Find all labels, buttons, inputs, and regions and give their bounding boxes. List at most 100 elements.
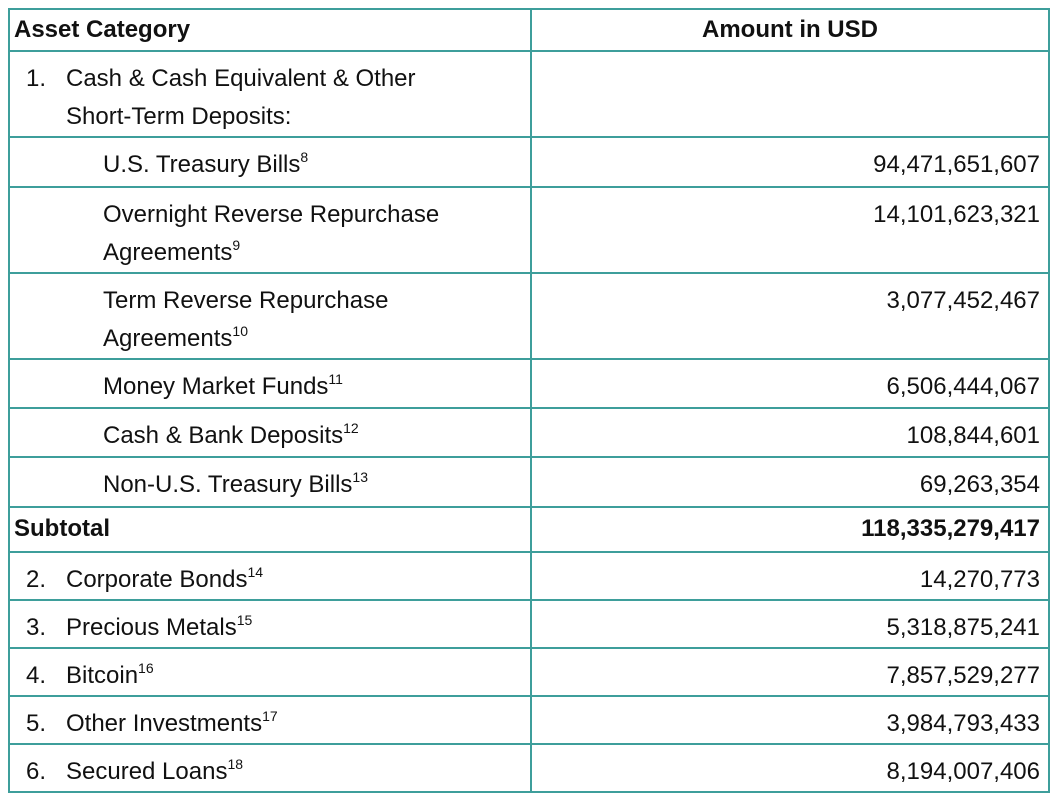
amount: 108,844,601: [906, 422, 1040, 449]
amount-cell: 69,263,354: [530, 456, 1050, 508]
amount: 7,857,529,277: [886, 662, 1040, 689]
footnote-ref: 8: [300, 149, 309, 165]
item-label: Secured Loans: [66, 758, 228, 785]
label-cell: Overnight Reverse Repurchase Agreements9: [8, 186, 532, 274]
table-row: U.S. Treasury Bills8 94,471,651,607: [8, 136, 1050, 188]
table-row: Overnight Reverse Repurchase Agreements9…: [8, 186, 1050, 274]
item-label-wrap: Non-U.S. Treasury Bills13: [103, 466, 368, 504]
item-label: Non-U.S. Treasury Bills: [103, 471, 353, 498]
item-label: Cash & Bank Deposits: [103, 422, 344, 449]
amount: 8,194,007,406: [886, 758, 1040, 785]
amount: 118,335,279,417: [861, 515, 1040, 542]
amount: 94,471,651,607: [873, 151, 1040, 178]
label-cell: Subtotal: [8, 506, 532, 553]
table-row: Term Reverse Repurchase Agreements10 3,07…: [8, 272, 1050, 360]
label-cell: Non-U.S. Treasury Bills13: [8, 456, 532, 508]
footnote-ref: 12: [343, 420, 359, 436]
amount-cell: 118,335,279,417: [530, 506, 1050, 553]
label-cell: 5. Other Investments17: [8, 695, 532, 745]
item-label: Corporate Bonds: [66, 566, 248, 593]
item-label: Bitcoin: [66, 662, 139, 689]
header-cell: Amount in USD: [530, 8, 1050, 52]
asset-table: Asset Category Amount in USD 1. Cash & Ca…: [8, 8, 1050, 793]
item-label: Subtotal: [14, 515, 110, 542]
footnote-ref: 13: [352, 469, 368, 485]
label-cell: 1. Cash & Cash Equivalent & Other Short-T…: [8, 50, 532, 138]
amount: 14,270,773: [919, 566, 1040, 593]
item-number: 6.: [26, 758, 47, 785]
amount-cell: 3,077,452,467: [530, 272, 1050, 360]
amount: 3,077,452,467: [886, 287, 1040, 314]
footnote-ref: 14: [247, 564, 264, 580]
footnote-ref: 11: [328, 371, 343, 387]
table-row: Cash & Bank Deposits12 108,844,601: [8, 407, 1050, 458]
label-cell: 2. Corporate Bonds14: [8, 551, 532, 601]
footnote-ref: 9: [232, 237, 241, 253]
item-label-wrap: Precious Metals15: [66, 609, 252, 647]
footnote-ref: 17: [262, 708, 278, 724]
item-label: Precious Metals: [66, 614, 237, 641]
label-cell: Term Reverse Repurchase Agreements10: [8, 272, 532, 360]
amount: 5,318,875,241: [886, 614, 1040, 641]
amount-cell: 108,844,601: [530, 407, 1050, 458]
table-row: 5. Other Investments17 3,984,793,433: [8, 695, 1050, 745]
item-label: Other Investments: [66, 710, 263, 737]
label-cell: Cash & Bank Deposits12: [8, 407, 532, 458]
amount-cell: 5,318,875,241: [530, 599, 1050, 649]
amount: 6,506,444,067: [886, 373, 1040, 400]
item-label-wrap: Overnight Reverse Repurchase Agreements9: [103, 196, 522, 272]
amount-cell: 3,984,793,433: [530, 695, 1050, 745]
table-row: 1. Cash & Cash Equivalent & Other Short-T…: [8, 50, 1050, 138]
amount: 14,101,623,321: [873, 201, 1040, 228]
footnote-ref: 15: [236, 612, 253, 628]
header-row: Asset Category Amount in USD: [8, 8, 1050, 52]
label-cell: U.S. Treasury Bills8: [8, 136, 532, 188]
table-row: 4. Bitcoin16 7,857,529,277: [8, 647, 1050, 697]
item-label: Cash & Cash Equivalent & Other Short-Ter…: [66, 65, 416, 130]
footnote-ref: 10: [232, 323, 248, 339]
label-cell: 3. Precious Metals15: [8, 599, 532, 649]
item-label-wrap: Money Market Funds11: [103, 368, 343, 406]
amount-cell: 14,101,623,321: [530, 186, 1050, 274]
amount: 3,984,793,433: [886, 710, 1040, 737]
item-label-wrap: Corporate Bonds14: [66, 561, 263, 599]
item-label: U.S. Treasury Bills: [103, 151, 301, 178]
table-body: 1. Cash & Cash Equivalent & Other Short-T…: [8, 50, 1050, 793]
amount-cell: [530, 50, 1050, 138]
item-number: 5.: [26, 710, 47, 737]
item-number: 3.: [26, 614, 47, 641]
table-row: Subtotal 118,335,279,417: [8, 506, 1050, 553]
amount-cell: 8,194,007,406: [530, 743, 1050, 793]
item-label-wrap: Term Reverse Repurchase Agreements10: [103, 282, 522, 358]
item-number: 2.: [26, 566, 47, 593]
amount: 69,263,354: [919, 471, 1040, 498]
label-cell: 6. Secured Loans18: [8, 743, 532, 793]
amount-cell: 7,857,529,277: [530, 647, 1050, 697]
table-row: 6. Secured Loans18 8,194,007,406: [8, 743, 1050, 793]
item-label-wrap: Cash & Cash Equivalent & Other Short-Ter…: [66, 60, 486, 136]
table-row: 3. Precious Metals15 5,318,875,241: [8, 599, 1050, 649]
label-cell: 4. Bitcoin16: [8, 647, 532, 697]
label-cell: Money Market Funds11: [8, 358, 532, 409]
item-label: Term Reverse Repurchase Agreements: [103, 287, 389, 352]
item-label-wrap: U.S. Treasury Bills8: [103, 146, 308, 184]
footnote-ref: 18: [227, 756, 244, 772]
item-label-wrap: Secured Loans18: [66, 753, 243, 791]
amount-cell: 6,506,444,067: [530, 358, 1050, 409]
header-cell: Asset Category: [8, 8, 532, 52]
amount-cell: 14,270,773: [530, 551, 1050, 601]
table-row: Non-U.S. Treasury Bills13 69,263,354: [8, 456, 1050, 508]
page: Asset Category Amount in USD 1. Cash & Ca…: [8, 8, 1050, 793]
item-label-wrap: Subtotal: [14, 510, 110, 548]
amount-cell: 94,471,651,607: [530, 136, 1050, 188]
item-label-wrap: Other Investments17: [66, 705, 278, 743]
item-label: Overnight Reverse Repurchase Agreements: [103, 201, 440, 266]
item-label-wrap: Bitcoin16: [66, 657, 154, 695]
footnote-ref: 16: [138, 660, 154, 676]
table-row: Money Market Funds11 6,506,444,067: [8, 358, 1050, 409]
item-number: 4.: [26, 662, 47, 689]
item-number: 1.: [26, 65, 47, 92]
item-label-wrap: Cash & Bank Deposits12: [103, 417, 359, 455]
table-row: 2. Corporate Bonds14 14,270,773: [8, 551, 1050, 601]
item-label: Money Market Funds: [103, 373, 329, 400]
